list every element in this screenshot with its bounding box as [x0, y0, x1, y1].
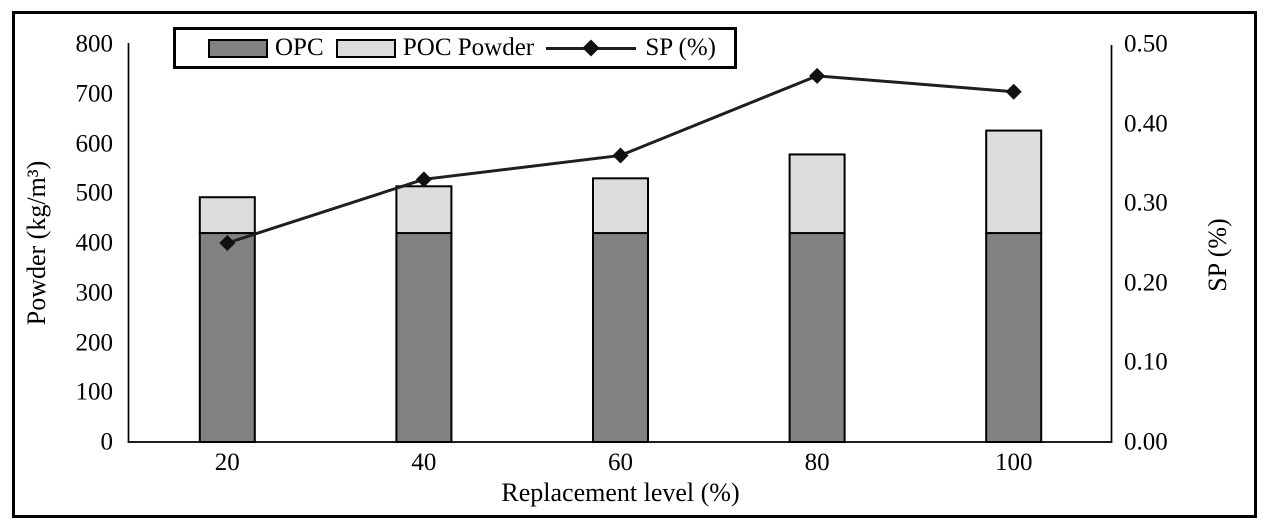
right-y-tick-0.00: 0.00: [1124, 428, 1168, 456]
sp-marker-100: [1005, 83, 1022, 100]
bar-segment-opc-20: [198, 232, 256, 443]
left-y-tick-400: 400: [75, 229, 114, 257]
x-tick-80: 80: [804, 449, 830, 476]
bar-segment-poc-20: [198, 196, 256, 235]
chart-legend: OPC POC Powder SP (%): [173, 27, 737, 69]
bar-segment-opc-80: [788, 232, 846, 443]
bar-segment-opc-100: [985, 232, 1043, 443]
right-y-tick-0.10: 0.10: [1124, 348, 1168, 376]
sp-marker-60: [612, 147, 629, 164]
left-y-tick-700: 700: [75, 80, 114, 108]
bar-segment-opc-60: [592, 232, 649, 443]
right-y-tick-0.20: 0.20: [1124, 269, 1168, 297]
poc-powder-swatch-icon: [335, 38, 396, 58]
x-tick-40: 40: [411, 449, 437, 476]
left-y-tick-0: 0: [100, 428, 114, 456]
right-y-tick-0.50: 0.50: [1124, 30, 1168, 58]
legend-item-poc-powder: POC Powder: [335, 34, 535, 62]
left-y-tick-200: 200: [75, 329, 114, 356]
left-y-tick-100: 100: [75, 378, 114, 406]
sp-marker-20: [219, 235, 236, 251]
legend-label-opc: OPC: [275, 34, 324, 61]
left-y-tick-500: 500: [75, 179, 114, 207]
x-tick-20: 20: [214, 449, 240, 476]
legend-label-poc-powder: POC Powder: [402, 34, 535, 61]
left-y-tick-600: 600: [75, 130, 114, 157]
legend-item-opc: OPC: [208, 34, 324, 62]
right-y-tick-0.30: 0.30: [1124, 189, 1168, 217]
bar-segment-opc-40: [395, 232, 453, 443]
legend-label-sp: SP (%): [645, 34, 716, 61]
sp-marker-40: [415, 171, 432, 188]
left-y-tick-300: 300: [75, 279, 114, 307]
x-tick-60: 60: [608, 449, 633, 476]
bar-segment-poc-40: [395, 185, 453, 235]
x-tick-100: 100: [994, 449, 1033, 476]
right-y-tick-0.40: 0.40: [1124, 110, 1168, 138]
sp-marker-80: [809, 67, 826, 84]
bar-segment-poc-100: [985, 129, 1043, 235]
bar-segment-poc-60: [592, 177, 649, 235]
sp-line-marker-icon: [546, 39, 637, 57]
legend-item-sp: SP (%): [546, 34, 716, 62]
x-axis-title: Replacement level (%): [501, 478, 740, 507]
bar-segment-poc-80: [788, 153, 846, 235]
opc-swatch-icon: [208, 38, 268, 58]
left-y-tick-800: 800: [75, 30, 114, 58]
diamond-marker-icon: [582, 39, 600, 57]
